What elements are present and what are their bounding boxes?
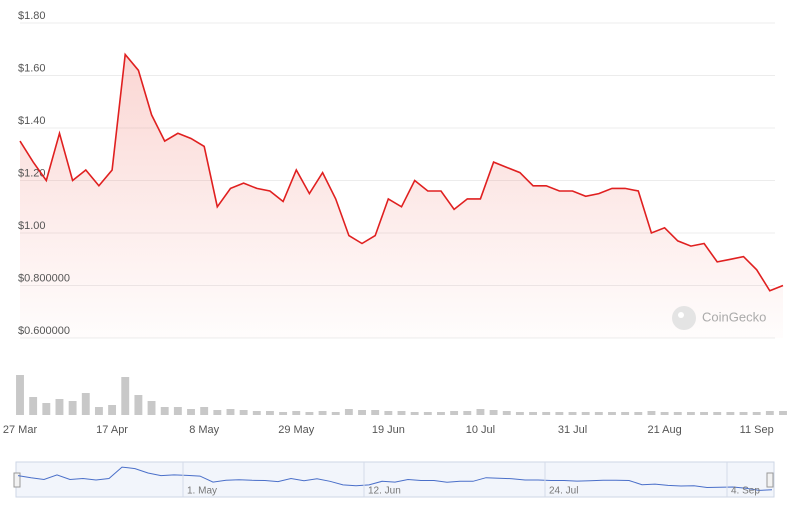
navigator-handle-right[interactable]: [766, 472, 774, 488]
volume-bar: [305, 412, 314, 415]
volume-bar: [213, 410, 222, 415]
x-tick-label: 31 Jul: [558, 424, 587, 436]
volume-bar: [292, 411, 301, 415]
volume-bar: [384, 411, 393, 415]
volume-bar: [279, 412, 288, 415]
volume-bar: [752, 412, 761, 415]
volume-bar: [423, 412, 432, 415]
volume-bar: [568, 412, 577, 415]
volume-bar: [318, 411, 327, 415]
volume-bar: [608, 412, 616, 415]
volume-bar: [266, 411, 274, 415]
x-tick-label: 29 May: [278, 424, 315, 436]
volume-bar: [173, 407, 182, 415]
watermark-logo-eye: [678, 312, 684, 318]
x-tick-label: 8 May: [189, 424, 219, 436]
navigator-line: [17, 466, 773, 491]
volume-bar: [529, 412, 537, 415]
volume-bar: [134, 395, 143, 415]
volume-bar: [121, 377, 130, 415]
volume-bar: [252, 411, 261, 415]
y-tick-label: $0.600000: [18, 325, 70, 337]
y-tick-label: $0.800000: [18, 272, 70, 284]
volume-bar: [555, 412, 564, 415]
navigator-handle-left[interactable]: [13, 472, 21, 488]
navigator[interactable]: [15, 461, 775, 498]
x-tick-label: 17 Apr: [96, 424, 128, 436]
volume-bar: [410, 412, 419, 415]
volume-bar: [726, 412, 735, 415]
volume-bar: [371, 410, 380, 415]
navigator-label: 4. Sep: [731, 486, 760, 497]
y-tick-label: $1.60: [18, 62, 46, 74]
volume-bar: [344, 409, 353, 415]
volume-bar: [226, 409, 235, 415]
watermark: CoinGecko: [672, 306, 766, 330]
volume-bar: [331, 412, 340, 415]
volume-bar: [68, 401, 77, 415]
volume-bar: [660, 412, 669, 415]
volume-bar: [700, 412, 709, 415]
volume-bar: [16, 375, 24, 415]
volume-bar: [450, 411, 459, 415]
volume-bar: [542, 412, 551, 415]
volume-bar: [42, 403, 51, 415]
x-tick-label: 27 Mar: [3, 424, 38, 436]
watermark-text: CoinGecko: [702, 309, 766, 324]
volume-bar: [686, 412, 695, 415]
volume-bar: [489, 410, 498, 415]
navigator-label: 12. Jun: [368, 486, 401, 497]
price-area: [20, 54, 783, 338]
price-line: [19, 52, 784, 292]
volume-bar: [594, 412, 603, 415]
navigator-label: 1. May: [187, 486, 217, 497]
volume-bar: [581, 412, 590, 415]
volume-bar: [81, 393, 90, 415]
volume-bar: [634, 412, 643, 415]
x-tick-label: 19 Jun: [372, 424, 405, 436]
x-tick-label: 10 Jul: [466, 424, 495, 436]
volume-bar: [160, 407, 169, 415]
volume-bar: [463, 411, 472, 415]
volume-bar: [739, 412, 748, 415]
x-tick-label: 11 Sep: [740, 424, 774, 436]
volume-bar: [765, 411, 774, 415]
volume-bar: [779, 411, 787, 415]
volume-bar: [94, 407, 103, 415]
x-tick-label: 21 Aug: [647, 424, 681, 436]
volume-bar: [200, 407, 209, 415]
volume-bar: [437, 412, 445, 415]
volume-bar: [239, 410, 248, 415]
volume-bar: [476, 409, 485, 415]
volume-bar: [647, 411, 656, 415]
volume-bar: [108, 405, 117, 415]
navigator-label: 24. Jul: [549, 486, 578, 497]
watermark-logo: [672, 306, 696, 330]
volume-bar: [29, 397, 38, 415]
volume-bar: [147, 401, 156, 415]
volume-bar: [515, 412, 524, 415]
volume-bar: [397, 411, 406, 415]
volume-bar: [713, 412, 722, 415]
volume-bar: [187, 409, 195, 415]
volume-bar: [502, 411, 511, 415]
y-tick-label: $1.40: [18, 115, 46, 127]
volume-bar: [55, 399, 64, 415]
volume-bar: [358, 410, 366, 415]
y-tick-label: $1.80: [18, 10, 46, 22]
volume-bar: [673, 412, 682, 415]
volume-bar: [621, 412, 630, 415]
y-tick-label: $1.00: [18, 220, 46, 232]
